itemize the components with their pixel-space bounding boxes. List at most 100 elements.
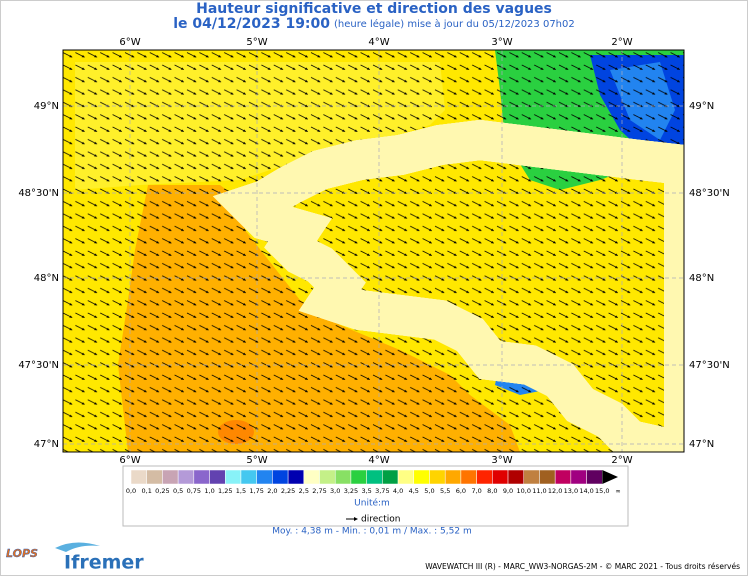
- colorbar-swatch: [287, 469, 305, 485]
- colorbar-label: 13,0: [564, 487, 578, 495]
- lat-label: 48°N: [34, 273, 59, 284]
- colorbar-label: 5,0: [424, 487, 434, 495]
- colorbar-arrow: [602, 470, 618, 484]
- colorbar-swatch: [507, 469, 524, 485]
- subtitle: le 04/12/2023 19:00 (heure légale) mise à…: [173, 16, 575, 32]
- colorbar-swatch: [209, 469, 226, 485]
- lon-label: 5°W: [246, 455, 267, 466]
- lon-label: 3°W: [491, 455, 512, 466]
- colorbar-label: 3,75: [375, 487, 389, 495]
- lat-label: 48°N: [689, 273, 714, 284]
- colorbar-label: 1,25: [218, 487, 232, 495]
- colorbar-label: 15,0: [595, 487, 609, 495]
- logo-wave: [55, 542, 100, 552]
- colorbar-swatch: [460, 469, 477, 485]
- colorbar-label: 3,5: [361, 487, 371, 495]
- colorbar-label: 0,0: [126, 487, 136, 495]
- colorbar-swatch: [303, 469, 320, 485]
- colorbar-swatch: [366, 469, 383, 485]
- colorbar-swatch: [523, 469, 540, 485]
- colorbar-swatch: [177, 469, 195, 485]
- unit: Unité:m: [354, 498, 390, 509]
- colorbar-swatch: [444, 469, 462, 485]
- title: Hauteur significative et direction des v…: [196, 1, 552, 17]
- colorbar-swatch: [146, 469, 163, 485]
- date: le 04/12/2023 19:00: [173, 16, 330, 32]
- lat-label: 47°N: [689, 439, 714, 450]
- colorbar-swatch: [539, 469, 556, 485]
- colorbar-label: 2,5: [299, 487, 309, 495]
- colorbar-swatch: [476, 469, 493, 485]
- colorbar-label: 2,25: [281, 487, 295, 495]
- colorbar-label: 4,0: [393, 487, 403, 495]
- colorbar-swatch: [382, 469, 399, 485]
- lon-label: 4°W: [368, 455, 389, 466]
- colorbar-swatch: [240, 469, 257, 485]
- update: (heure légale) mise à jour du 05/12/2023…: [334, 18, 575, 30]
- colorbar-label: 2,75: [312, 487, 326, 495]
- credits: WAVEWATCH III (R) - MARC_WW3-NORGAS-2M -…: [425, 562, 740, 571]
- colorbar-label: 0,1: [142, 487, 152, 495]
- colorbar-label: 8,0: [487, 487, 497, 495]
- colorbar-label: 3,0: [330, 487, 340, 495]
- lon-label: 2°W: [611, 455, 632, 466]
- colorbar-label: 0,25: [155, 487, 169, 495]
- colorbar-swatch: [256, 469, 273, 485]
- colorbar-label: 11,0: [532, 487, 546, 495]
- colorbar-swatch: [554, 469, 572, 485]
- direction-arrow-head: [354, 517, 358, 521]
- lat-label: 48°30'N: [18, 188, 59, 199]
- colorbar-label: 3,25: [344, 487, 358, 495]
- stats: Moy. : 4,38 m - Min. : 0,01 m / Max. : 5…: [272, 527, 471, 537]
- colorbar-label: 0,5: [173, 487, 183, 495]
- direction-label: direction: [361, 515, 400, 525]
- colorbar-swatch: [319, 469, 336, 485]
- colorbar-label: 0,75: [187, 487, 201, 495]
- graticule: 6°W 6°W 5°W 5°W 4°W 4°W 3°W 3°W 2°W 2°W 49°N 49°N 48…: [18, 37, 729, 466]
- lon-label: 3°W: [491, 37, 512, 48]
- colorbar-label: 9,0: [503, 487, 513, 495]
- colorbar-swatch: [162, 469, 179, 485]
- colorbar-swatch: [350, 469, 367, 485]
- lat-label: 49°N: [34, 101, 59, 112]
- colorbar-swatch: [570, 469, 587, 485]
- colorbar-swatch: [334, 469, 352, 485]
- map-frame: [62, 49, 685, 453]
- colorbar-swatch: [272, 469, 289, 485]
- colorbar-swatch: [130, 469, 147, 485]
- map: [63, 50, 684, 452]
- colorbar-label: 1,0: [204, 487, 214, 495]
- logo-ifremer: Ifremer: [64, 552, 144, 574]
- colorbar-label: 4,5: [409, 487, 419, 495]
- colorbar-label: 1,75: [249, 487, 263, 495]
- colorbar-label: 1,5: [236, 487, 246, 495]
- logo-lops: LOPS: [6, 547, 38, 560]
- lon-label: 5°W: [246, 37, 267, 48]
- colorbar-label: 14,0: [579, 487, 593, 495]
- colorbar-label: ∞: [615, 487, 620, 495]
- lat-label: 47°N: [34, 439, 59, 450]
- lat-label: 49°N: [689, 101, 714, 112]
- colorbar-swatch: [397, 469, 415, 485]
- colorbar: 0,0 0,1 0,25 0,5 0,75 1,0 1,25 1,5 1,75 2,0 2,25 2,…: [126, 469, 621, 495]
- lon-label: 2°W: [611, 37, 632, 48]
- colorbar-label: 12,0: [548, 487, 562, 495]
- lon-label: 6°W: [119, 455, 140, 466]
- colorbar-label: 5,5: [440, 487, 450, 495]
- colorbar-label: 6,0: [456, 487, 466, 495]
- colorbar-swatch: [413, 469, 430, 485]
- colorbar-label: 7,0: [471, 487, 481, 495]
- colorbar-swatch: [193, 469, 210, 485]
- lon-label: 4°W: [368, 37, 389, 48]
- colorbar-swatch: [429, 469, 446, 485]
- colorbar-swatch: [225, 469, 242, 485]
- colorbar-swatch: [586, 469, 603, 485]
- lat-label: 47°30'N: [689, 360, 730, 371]
- colorbar-label: 2,0: [267, 487, 277, 495]
- colorbar-swatch: [492, 469, 509, 485]
- lat-label: 48°30'N: [689, 188, 730, 199]
- lat-label: 47°30'N: [18, 360, 59, 371]
- colorbar-label: 10,0: [516, 487, 530, 495]
- coast: [212, 119, 684, 452]
